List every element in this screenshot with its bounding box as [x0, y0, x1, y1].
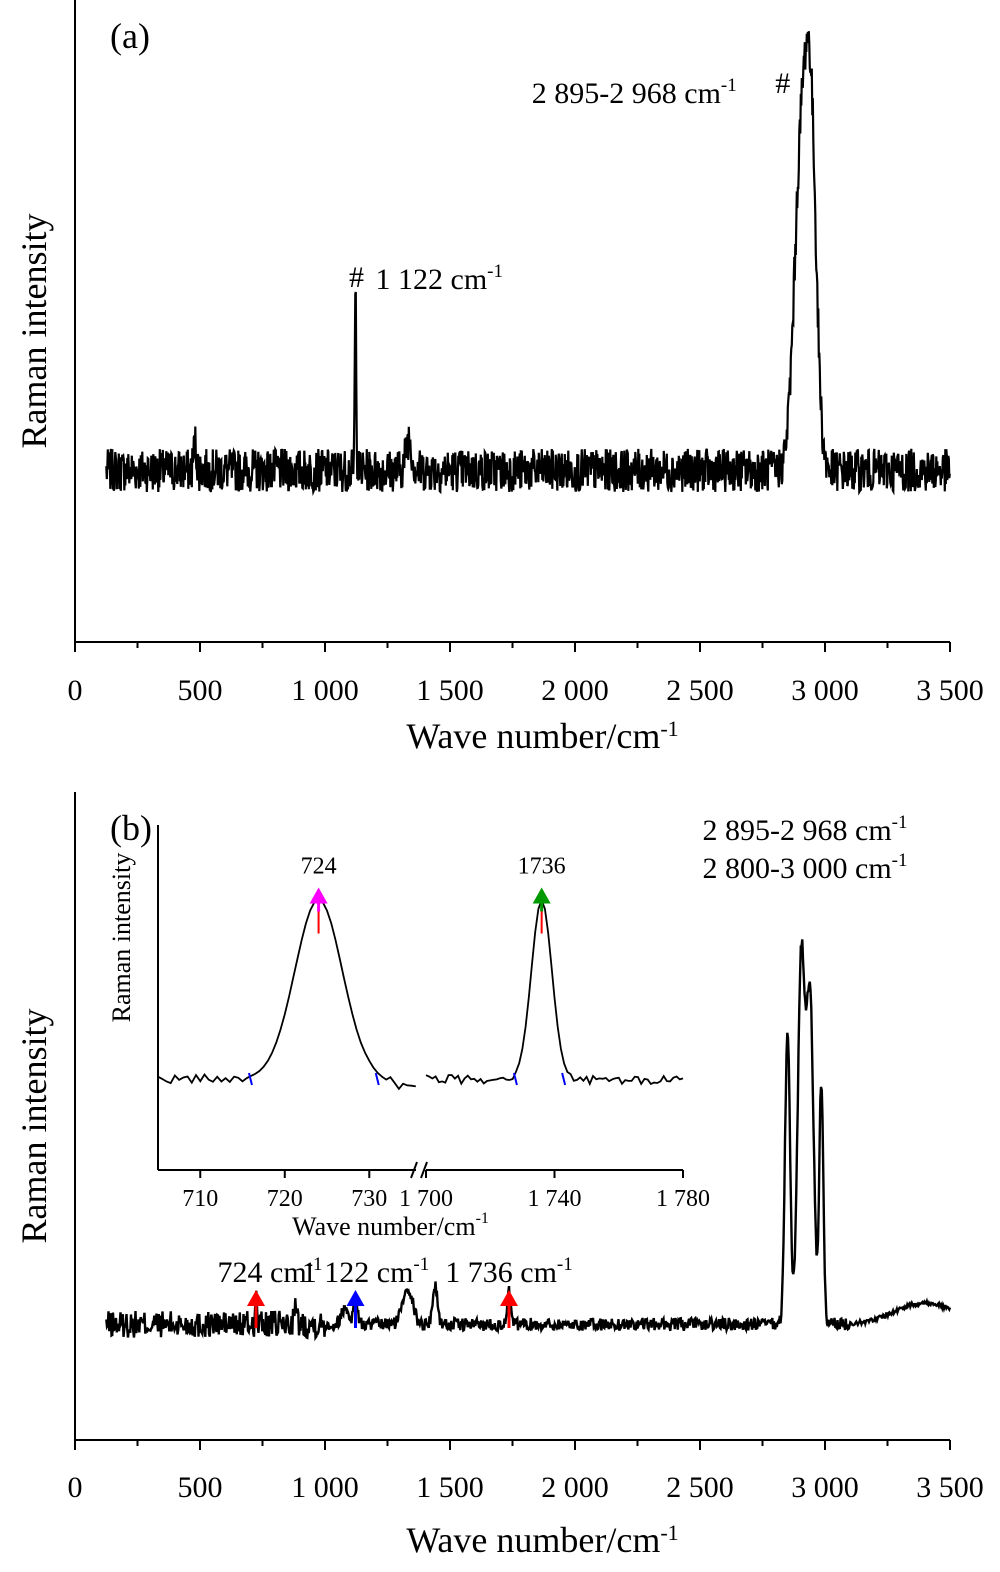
peak-annotation: 724 cm-1: [218, 1254, 323, 1289]
region-label: 2 895-2 968 cm-1: [703, 812, 908, 847]
inset-integration-marker: [247, 1072, 253, 1086]
peak-annotation: 1 122 cm-1: [376, 261, 503, 296]
x-tick-label: 0: [68, 1471, 83, 1504]
x-tick-label: 3 500: [916, 674, 984, 707]
inset-x-tick-label: 1 740: [528, 1186, 582, 1212]
inset-peak-arrow-head: [309, 887, 328, 904]
peak-arrow: [247, 1290, 265, 1328]
x-tick-label: 1 500: [416, 674, 484, 707]
inset-x-tick-label: 730: [351, 1186, 387, 1212]
inset-chart: Raman intensity Wave number/cm-1 710 720 730…: [107, 825, 710, 1241]
axis-break-mark: [410, 1161, 418, 1179]
spectrum-line: [105, 31, 951, 497]
peak-marker: #: [349, 261, 364, 294]
inset-spectrum-line: [425, 897, 684, 1087]
x-tick-label: 2 500: [666, 674, 734, 707]
inset-x-tick-label: 710: [182, 1186, 218, 1212]
x-tick-label: 2 000: [541, 674, 609, 707]
inset-x-tick-label: 1 700: [399, 1186, 453, 1212]
inset-peak-arrow: [309, 887, 328, 912]
x-tick-label: 1 000: [291, 1471, 359, 1504]
inset-x-axis-title: Wave number/cm-1: [292, 1210, 489, 1241]
panel-a: 0 500 1 000 1 500 2 000 2 500 3 000 3 500 Wave n…: [14, 0, 984, 756]
peak-annotation: 1 122 cm-1: [302, 1254, 429, 1289]
spectrum-line: [105, 939, 952, 1342]
inset-x-tick-label: 1 780: [656, 1186, 710, 1212]
region-label: 2 800-3 000 cm-1: [703, 850, 908, 885]
peak-arrow: [346, 1290, 365, 1328]
x-tick-label: 500: [178, 674, 223, 707]
x-axis-title: Wave number/cm-1: [406, 716, 678, 756]
x-tick-label: 500: [178, 1471, 223, 1504]
x-tick-label: 3 000: [791, 674, 859, 707]
inset-peak-arrow-head: [532, 887, 551, 904]
panel-label: (a): [110, 16, 150, 56]
inset-y-axis-title: Raman intensity: [107, 853, 136, 1023]
x-tick-label: 2 500: [666, 1471, 734, 1504]
inset-integration-marker: [374, 1072, 380, 1086]
y-axis-title: Raman intensity: [14, 1009, 54, 1244]
x-tick-label: 3 000: [791, 1471, 859, 1504]
panel-label: (b): [110, 808, 152, 848]
panel-b: 0 500 1 000 1 500 2 000 2 500 3 000 3 500 Wave n…: [14, 792, 984, 1560]
x-tick-label: 2 000: [541, 1471, 609, 1504]
peak-annotation: 1 736 cm-1: [445, 1254, 572, 1289]
x-tick-label: 3 500: [916, 1471, 984, 1504]
inset-spectrum-line: [157, 898, 416, 1091]
x-axis-title: Wave number/cm-1: [406, 1520, 678, 1560]
inset-integration-marker: [561, 1072, 567, 1086]
inset-integration-marker: [512, 1072, 518, 1086]
peak-annotation: 2 895-2 968 cm-1: [532, 75, 737, 110]
y-axis-title: Raman intensity: [14, 214, 54, 449]
axis-break-mark: [420, 1161, 428, 1179]
peak-marker: #: [775, 67, 790, 100]
peak-arrow-head: [247, 1290, 265, 1306]
peak-arrow-head: [500, 1290, 518, 1306]
inset-peak-arrow: [532, 887, 551, 912]
inset-x-tick-label: 720: [267, 1186, 303, 1212]
peak-arrow-head: [346, 1290, 365, 1306]
peak-arrow: [500, 1290, 518, 1328]
inset-peak-label: 724: [301, 854, 337, 880]
inset-peak-label: 1736: [518, 854, 566, 880]
x-tick-label: 0: [68, 674, 83, 707]
x-tick-label: 1 500: [416, 1471, 484, 1504]
x-tick-label: 1 000: [291, 674, 359, 707]
